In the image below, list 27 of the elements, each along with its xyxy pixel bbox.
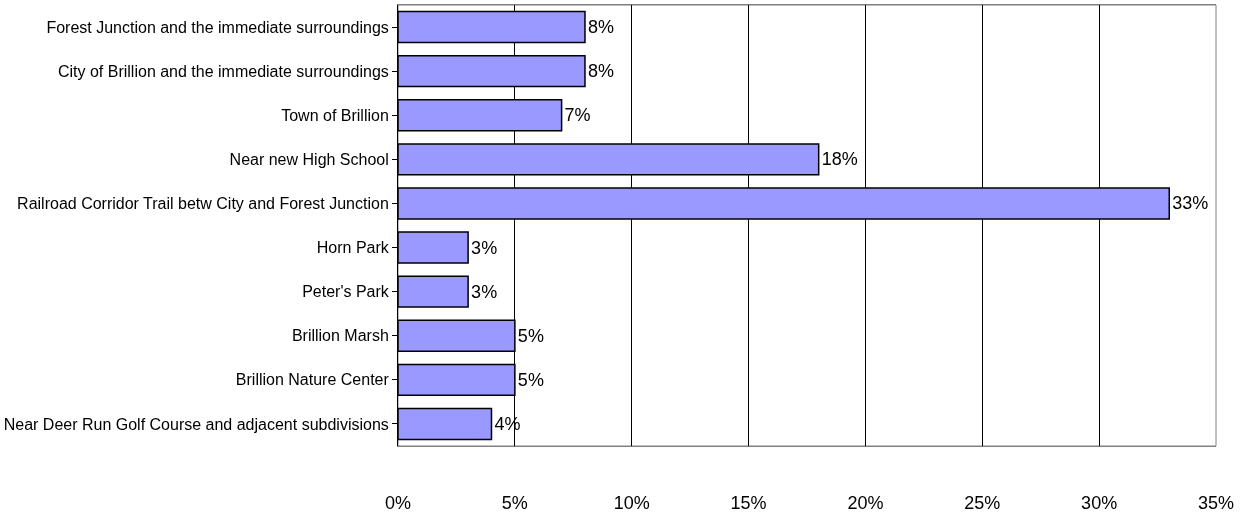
y-tick-label: Horn Park bbox=[316, 239, 390, 257]
x-tick-label: 0% bbox=[384, 492, 412, 513]
x-tick-label: 15% bbox=[730, 492, 767, 513]
data-label: 8% bbox=[587, 17, 614, 38]
y-tick-label: Forest Junction and the immediate surroundings bbox=[46, 18, 389, 36]
y-tick-label: Brillion Nature Center bbox=[235, 371, 390, 389]
data-label: 5% bbox=[517, 325, 544, 346]
x-tick-label: 5% bbox=[501, 492, 528, 513]
x-tick-label: 20% bbox=[847, 492, 884, 513]
data-label: 3% bbox=[471, 281, 498, 302]
data-label: 33% bbox=[1172, 193, 1209, 214]
y-tick-label: Brillion Marsh bbox=[291, 327, 389, 345]
data-label: 7% bbox=[564, 105, 591, 126]
x-tick-label: 25% bbox=[964, 492, 1001, 513]
x-tick-label: 10% bbox=[613, 492, 650, 513]
y-tick-label: Near new High School bbox=[229, 150, 389, 168]
data-label: 8% bbox=[587, 61, 614, 82]
y-tick-label: Near Deer Run Golf Course and adjacent subdivisions bbox=[3, 415, 389, 433]
y-tick-label: Peter's Park bbox=[302, 283, 390, 301]
x-tick-label: 35% bbox=[1197, 492, 1235, 513]
x-tick-label: 30% bbox=[1081, 492, 1118, 513]
data-label: 18% bbox=[821, 149, 858, 170]
y-tick-label: Town of Brillion bbox=[281, 106, 389, 124]
y-tick-label: City of Brillion and the immediate surroundings bbox=[57, 62, 389, 80]
data-label: 3% bbox=[471, 237, 498, 258]
y-tick-label: Railroad Corridor Trail betw City and Forest Junction bbox=[17, 195, 389, 213]
data-label: 5% bbox=[517, 369, 544, 390]
